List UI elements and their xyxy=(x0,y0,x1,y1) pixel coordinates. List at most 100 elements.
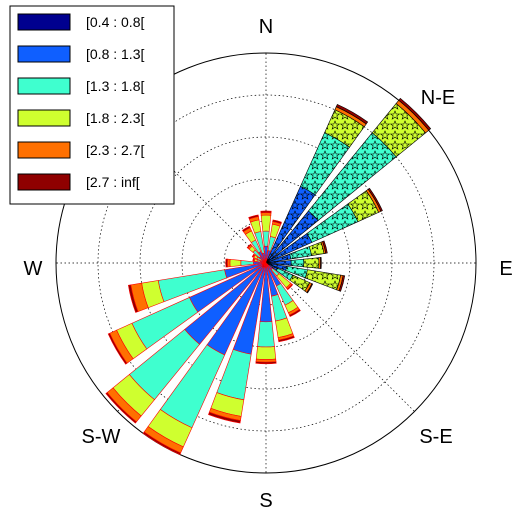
legend-swatch xyxy=(17,45,71,63)
legend-swatch xyxy=(17,141,71,159)
direction-labels: N N-E E S-E S S-W W xyxy=(24,16,513,512)
sector-star-hatch xyxy=(305,269,341,290)
legend-box xyxy=(9,5,175,205)
sector-segment xyxy=(248,214,259,220)
grid-spoke xyxy=(117,114,267,264)
sector-segment xyxy=(255,346,277,360)
sector-star-hatch xyxy=(372,103,426,157)
sector-285 xyxy=(252,257,267,264)
sector-segment xyxy=(225,258,228,268)
legend-label: [1.8 : 2.3[ xyxy=(86,110,144,126)
sector-star-hatch xyxy=(303,257,319,269)
sector-segment xyxy=(227,258,231,268)
sector-star-hatch xyxy=(347,190,379,222)
sector-segment xyxy=(252,257,255,262)
sector-225 xyxy=(105,262,267,424)
legend-label: [1.3 : 1.8[ xyxy=(86,78,144,94)
direction-label-sw: S-W xyxy=(82,426,121,448)
sector-star-hatch xyxy=(291,259,304,267)
sector-star-hatch xyxy=(269,210,319,260)
sector-star-hatch xyxy=(276,268,293,281)
legend-swatch xyxy=(17,77,71,95)
legend-swatch xyxy=(17,173,71,191)
wind-sectors xyxy=(105,97,432,455)
sector-star-hatch xyxy=(268,233,312,262)
direction-label-ne: N-E xyxy=(421,87,455,109)
sector-star-hatch xyxy=(308,132,397,221)
sector-star-hatch xyxy=(300,132,350,195)
sector-15 xyxy=(265,219,282,264)
legend-label: [2.3 : 2.7[ xyxy=(86,142,144,158)
sector-segment xyxy=(335,104,369,125)
sector-segment xyxy=(260,214,272,232)
grid-spoke xyxy=(265,262,415,412)
direction-label-w: W xyxy=(24,258,43,280)
sector-90 xyxy=(265,257,322,269)
direction-label-n: N xyxy=(259,16,273,38)
sector-star-hatch xyxy=(267,186,316,260)
legend-label: [0.8 : 1.3[ xyxy=(86,46,144,62)
sector-75 xyxy=(265,240,328,264)
sector-star-hatch xyxy=(267,263,278,271)
sector-segment xyxy=(319,257,322,269)
sector-195 xyxy=(208,262,267,424)
sector-135 xyxy=(265,262,294,291)
sector-star-hatch xyxy=(267,263,287,271)
legend-swatch xyxy=(17,13,71,31)
sector-segment xyxy=(260,210,272,214)
sector-segment xyxy=(241,225,251,233)
sector-segment xyxy=(306,283,314,294)
sector-315 xyxy=(246,243,267,264)
sector-165 xyxy=(265,262,295,343)
legend-label: [0.4 : 0.8[ xyxy=(86,14,144,30)
sector-star-hatch xyxy=(267,260,292,266)
sector-segment xyxy=(240,260,254,266)
sector-255 xyxy=(128,262,267,313)
sector-330 xyxy=(241,225,267,264)
direction-label-s: S xyxy=(259,490,272,512)
legend-swatch xyxy=(17,109,71,127)
sector-segment xyxy=(105,392,137,424)
chart-legend: [0.4 : 0.8[ [0.8 : 1.3[ [1.3 : 1.8[ [1.8 : … xyxy=(9,5,175,205)
legend-label: [2.7 : inf[ xyxy=(86,174,140,190)
sector-segment xyxy=(278,335,295,343)
direction-label-se: S-E xyxy=(419,426,452,448)
sector-segment xyxy=(229,259,242,267)
sector-star-hatch xyxy=(324,109,365,148)
sector-240 xyxy=(107,262,267,365)
sector-segment xyxy=(367,187,383,212)
sector-60 xyxy=(265,187,383,264)
sector-segment xyxy=(289,308,301,318)
sector-segment xyxy=(208,411,241,424)
direction-label-e: E xyxy=(499,258,512,280)
sector-segment xyxy=(142,431,182,455)
sector-segment xyxy=(251,253,255,258)
sector-345 xyxy=(248,214,267,264)
sector-segment xyxy=(257,321,275,348)
sector-segment xyxy=(286,283,294,291)
sector-30 xyxy=(265,104,369,264)
sector-segment xyxy=(107,332,128,365)
sector-star-hatch xyxy=(309,242,325,256)
sector-star-hatch xyxy=(289,246,312,259)
sector-180 xyxy=(255,262,277,365)
sector-segment xyxy=(262,230,270,247)
outer-ring xyxy=(55,52,477,474)
sector-star-hatch xyxy=(306,204,358,243)
sector-segment xyxy=(255,361,277,365)
sector-star-hatch xyxy=(285,266,308,278)
sector-210 xyxy=(142,262,267,455)
sector-150 xyxy=(265,262,301,318)
sector-segment xyxy=(128,284,139,313)
sector-segment xyxy=(338,275,346,292)
sector-0 xyxy=(260,210,272,264)
sector-segment xyxy=(398,97,432,131)
sector-45 xyxy=(265,97,432,264)
sector-105 xyxy=(265,262,346,292)
grid-ring xyxy=(139,136,393,390)
sector-star-hatch xyxy=(289,275,310,292)
sector-segment xyxy=(322,240,328,254)
sector-star-hatch xyxy=(268,254,291,263)
sector-270 xyxy=(225,258,267,268)
